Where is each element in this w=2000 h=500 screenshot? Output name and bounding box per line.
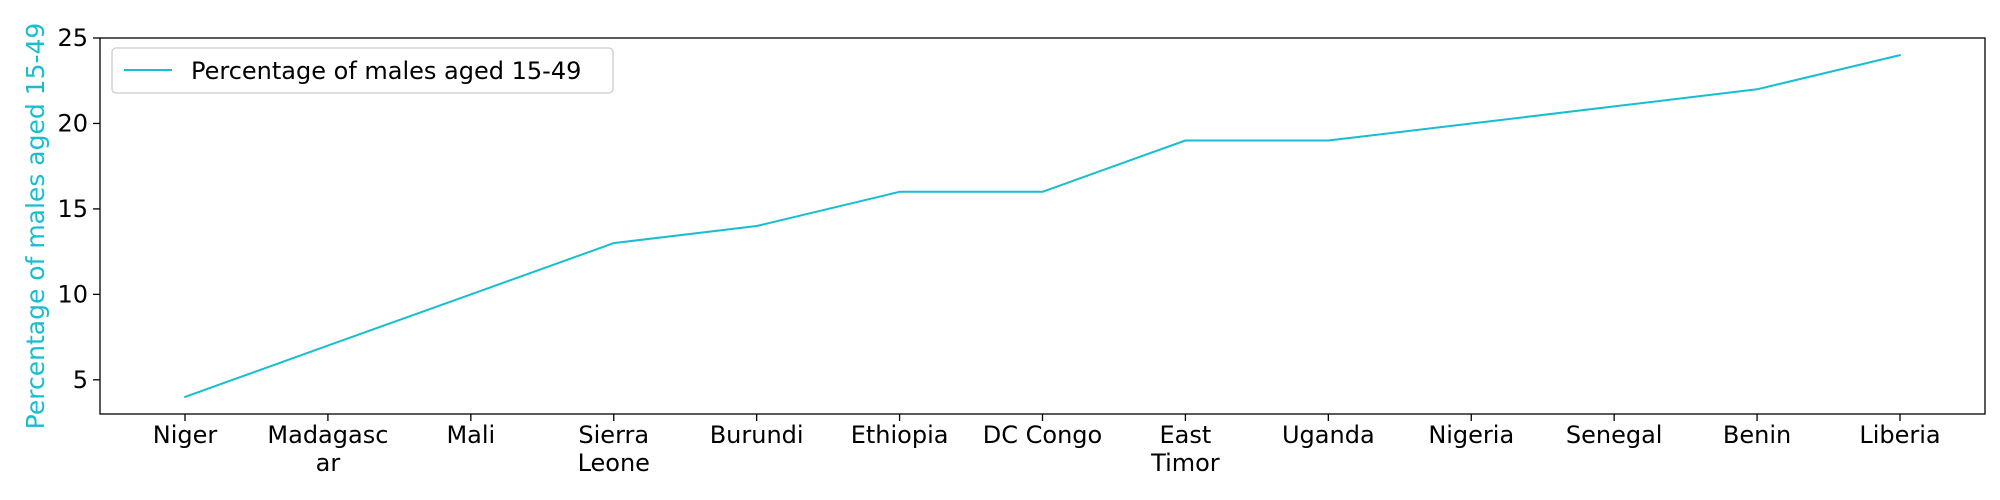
x-tick-label: DC Congo [983, 421, 1102, 449]
y-tick-label: 20 [57, 109, 88, 137]
y-axis: 5 10 15 20 25 [57, 24, 100, 394]
x-tick-label: Ethiopia [851, 421, 949, 449]
y-tick-label: 5 [73, 366, 88, 394]
x-tick-label: Mali [446, 421, 495, 449]
y-tick-label: 10 [57, 280, 88, 308]
legend-box [111, 47, 614, 94]
series-layer [184, 54, 1901, 398]
legend-label: Percentage of males aged 15-49 [191, 57, 581, 85]
x-tick-label: Burundi [710, 421, 804, 449]
x-axis: Niger Madagasc ar Mali Sierra Leone Burundi Eth… [153, 414, 1941, 477]
y-axis-title: Percentage of males aged 15-49 [21, 23, 50, 430]
x-tick-label: Liberia [1859, 421, 1940, 449]
x-tick-label: Senegal [1566, 421, 1663, 449]
plot-area [99, 37, 1986, 415]
x-tick-label: Nigeria [1428, 421, 1514, 449]
legend: Percentage of males aged 15-49 [111, 47, 614, 94]
x-tick-label: Madagasc ar [267, 421, 388, 477]
series-line [184, 54, 1901, 398]
x-tick-label: Niger [153, 421, 218, 449]
x-tick-label: Uganda [1282, 421, 1375, 449]
y-tick-label: 15 [57, 195, 88, 223]
x-tick-label: East Timor [1150, 421, 1220, 477]
y-tick-label: 25 [57, 24, 88, 52]
x-tick-label: Benin [1723, 421, 1791, 449]
x-tick-label: Sierra Leone [578, 421, 650, 477]
